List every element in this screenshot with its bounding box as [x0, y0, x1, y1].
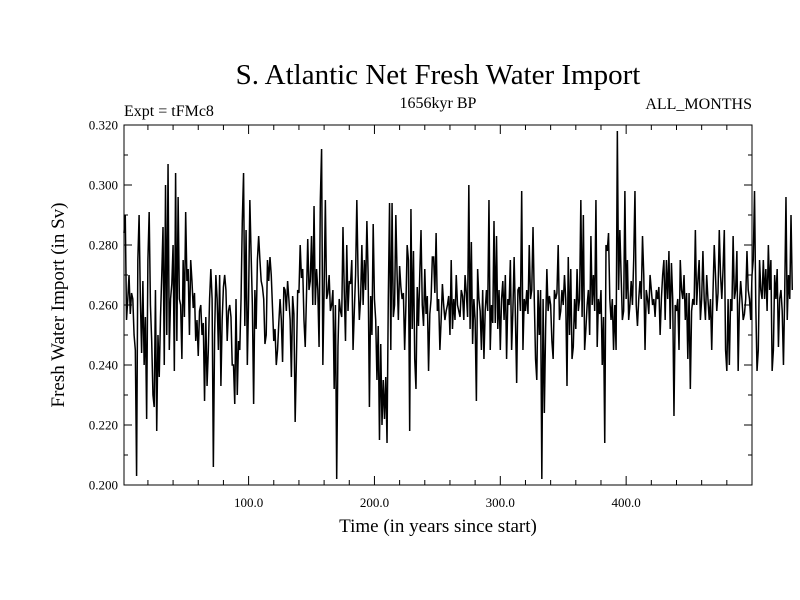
y-tick-label: 0.320: [89, 118, 118, 133]
y-tick-label: 0.260: [89, 298, 118, 313]
y-tick-label: 0.240: [89, 358, 118, 373]
y-tick-label: 0.220: [89, 418, 118, 433]
axis-ticks: 0.200 0.220 0.240 0.260 0.280 0.300 0.320 100.0…: [89, 118, 752, 510]
y-tick-label: 0.280: [89, 238, 118, 253]
experiment-label: Expt = tFMc8: [124, 103, 214, 120]
y-tick-label: 0.300: [89, 178, 118, 193]
chart-title: S. Atlantic Net Fresh Water Import: [236, 59, 641, 91]
months-label: ALL_MONTHS: [645, 96, 752, 113]
y-axis-label: Fresh Water Import (in Sv): [48, 203, 69, 408]
series-line-0: [123, 130, 794, 480]
x-tick-label: 400.0: [612, 495, 641, 510]
x-tick-label: 200.0: [360, 495, 389, 510]
plot-layer: [123, 130, 794, 480]
x-axis-label: Time (in years since start): [339, 516, 537, 537]
x-tick-label: 100.0: [234, 495, 263, 510]
plot-frame: [123, 124, 753, 486]
x-tick-label: 300.0: [486, 495, 515, 510]
time-period-label: 1656kyr BP: [400, 95, 477, 112]
y-tick-label: 0.200: [89, 478, 118, 493]
